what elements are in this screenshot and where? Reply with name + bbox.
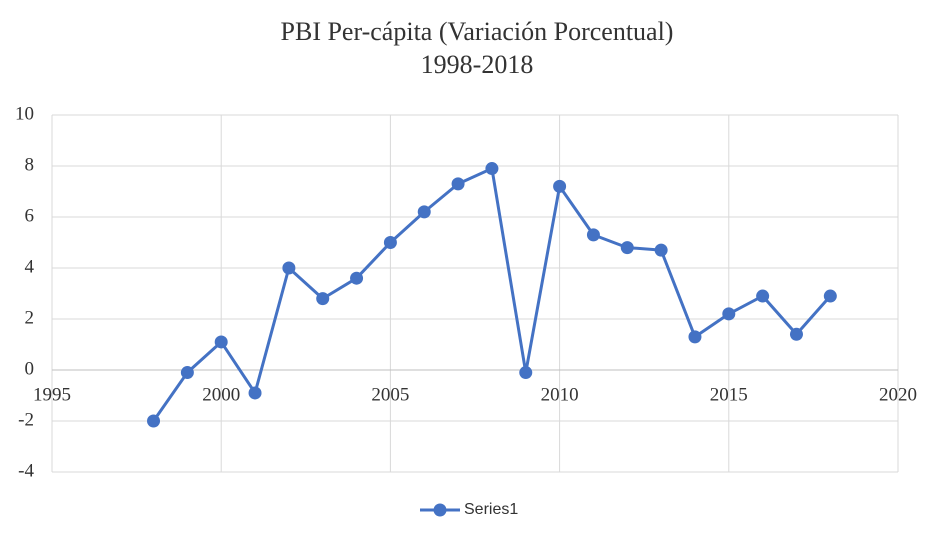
chart-title: PBI Per-cápita (Variación Porcentual) bbox=[281, 17, 674, 46]
data-point bbox=[586, 228, 600, 242]
data-point bbox=[316, 292, 330, 306]
data-point bbox=[553, 179, 567, 193]
data-point bbox=[654, 243, 668, 257]
data-point bbox=[180, 366, 194, 380]
data-point bbox=[383, 236, 397, 249]
y-tick-label: 2 bbox=[25, 307, 35, 328]
y-tick-label: -4 bbox=[18, 460, 34, 481]
y-tick-label: 0 bbox=[25, 358, 35, 379]
data-point bbox=[350, 271, 364, 285]
data-point bbox=[620, 241, 634, 255]
y-tick-label: 6 bbox=[25, 205, 35, 226]
data-point bbox=[688, 330, 702, 344]
chart-subtitle: 1998-2018 bbox=[421, 50, 534, 79]
legend-label: Series1 bbox=[464, 501, 518, 518]
y-tick-label: 10 bbox=[15, 103, 34, 124]
data-point bbox=[248, 386, 262, 400]
data-point bbox=[485, 162, 499, 176]
y-tick-label: -2 bbox=[18, 409, 34, 430]
data-point bbox=[451, 177, 465, 191]
data-point bbox=[519, 366, 533, 380]
data-point bbox=[147, 414, 161, 428]
x-tick-label: 2010 bbox=[541, 384, 579, 405]
legend-marker bbox=[433, 503, 447, 517]
data-point bbox=[756, 289, 770, 303]
data-point bbox=[282, 261, 296, 275]
data-point bbox=[214, 335, 228, 349]
data-point bbox=[722, 307, 736, 321]
x-tick-label: 2000 bbox=[202, 384, 240, 405]
data-point bbox=[823, 289, 837, 303]
x-tick-label: 2020 bbox=[879, 384, 917, 405]
x-tick-label: 2015 bbox=[710, 384, 748, 405]
x-tick-label: 1995 bbox=[33, 384, 71, 405]
data-point bbox=[789, 327, 803, 341]
y-tick-label: 4 bbox=[25, 256, 35, 277]
y-tick-label: 8 bbox=[25, 154, 35, 175]
x-tick-label: 2005 bbox=[371, 384, 409, 405]
data-point bbox=[417, 205, 431, 219]
